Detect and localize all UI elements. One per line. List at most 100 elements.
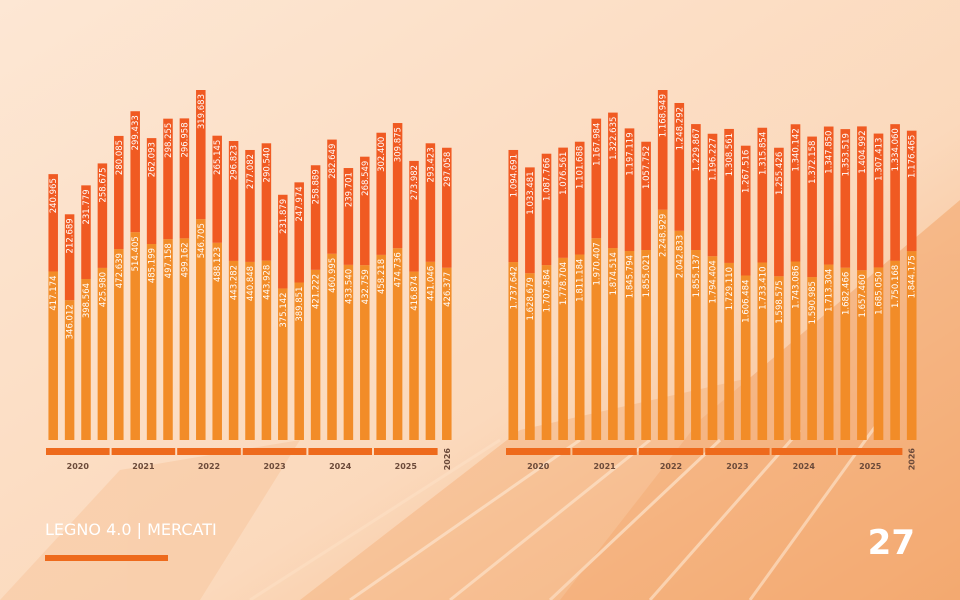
value-label: 1.733.410 (758, 266, 768, 309)
bar-segment (146, 243, 157, 440)
value-label: 1.737.642 (509, 266, 519, 309)
value-label: 1.076.561 (559, 152, 569, 195)
bar-segment (64, 214, 75, 301)
bar-segment (392, 248, 403, 440)
year-band (638, 448, 704, 455)
bar-segment (97, 163, 108, 268)
value-label: 293.423 (426, 147, 436, 182)
footer-underline (45, 555, 168, 561)
bar-segment (823, 264, 834, 440)
bar-segment (130, 232, 140, 440)
value-label: 280.085 (115, 140, 125, 175)
year-label: 2026 (908, 448, 917, 471)
year-label: 2022 (198, 462, 220, 471)
bar-segment (245, 261, 255, 440)
bar-segment (641, 141, 651, 251)
value-label: 441.046 (426, 266, 436, 301)
bar-segment (294, 282, 304, 440)
bar-segment (310, 269, 321, 440)
value-label: 309.875 (394, 127, 404, 162)
bar-segment (278, 288, 288, 440)
value-label: 443.928 (262, 265, 272, 300)
bar-segment (212, 135, 222, 243)
value-label: 443.282 (230, 265, 240, 300)
value-label: 298.255 (164, 123, 174, 158)
value-label: 426.377 (443, 272, 453, 307)
footer-title: LEGNO 4.0 | MERCATI (45, 520, 217, 539)
bar-segment (376, 254, 386, 440)
bar-segment (790, 124, 801, 262)
bar-segment (906, 251, 917, 440)
bar-segment (228, 260, 239, 440)
year-band (506, 448, 571, 455)
year-label: 2022 (660, 462, 682, 471)
value-label: 1.404.992 (858, 130, 868, 173)
value-label: 296.823 (230, 145, 240, 180)
bar-segment (774, 147, 784, 277)
value-label: 485.199 (148, 248, 158, 283)
value-label: 273.982 (410, 165, 420, 200)
bar-segment (245, 149, 255, 262)
bar-segment (724, 262, 734, 440)
bar-segment (392, 123, 403, 249)
year-label: 2024 (329, 462, 352, 471)
value-label: 1.811.184 (576, 259, 586, 302)
value-label: 1.315.854 (758, 132, 768, 175)
value-label: 1.855.137 (692, 254, 702, 297)
value-label: 421.222 (312, 274, 322, 309)
bar-segment (624, 128, 635, 251)
bar-segment (196, 90, 206, 220)
bar-segment (64, 300, 75, 440)
value-label: 2.248.929 (659, 214, 669, 257)
value-label: 1.229.867 (692, 128, 702, 171)
bar-segment (343, 168, 354, 265)
bar-segment (179, 238, 190, 440)
bar-segment (674, 102, 685, 231)
chart-left: 417.174 240.965 346.012 212.689 398.564 231.7… (46, 90, 453, 471)
bar-segment (278, 194, 288, 289)
bar-segment (840, 267, 851, 440)
bar-segment (48, 174, 58, 272)
bar-segment (757, 262, 768, 440)
bar-segment (890, 124, 900, 261)
value-label: 1.682.466 (841, 272, 851, 315)
bar-segment (823, 126, 834, 265)
bar-segment (228, 141, 239, 261)
value-label: 514.405 (131, 236, 141, 271)
bar-segment (130, 111, 140, 233)
year-band (242, 448, 307, 455)
bar-segment (343, 264, 354, 440)
year-label: 2025 (859, 462, 882, 471)
value-label: 240.965 (49, 178, 59, 213)
value-label: 440.848 (246, 266, 256, 301)
bar-segment (212, 242, 222, 440)
value-label: 231.779 (82, 189, 92, 224)
bar-segment (574, 141, 585, 255)
value-label: 1.168.949 (659, 94, 669, 137)
bar-segment (327, 139, 337, 254)
value-label: 231.879 (279, 199, 289, 234)
bar-segment (425, 261, 436, 440)
bar-segment (608, 112, 618, 249)
bar-segment (525, 273, 535, 440)
bar-segment (873, 267, 884, 440)
bar-segment (840, 129, 851, 268)
bar-segment (574, 254, 585, 440)
bar-segment (857, 270, 867, 440)
year-band (771, 448, 836, 455)
value-label: 1.353.519 (841, 133, 851, 176)
value-label: 1.794.404 (709, 260, 719, 303)
value-label: 1.590.985 (808, 281, 818, 324)
value-label: 1.778.704 (559, 262, 569, 305)
bar-segment (558, 257, 568, 440)
value-label: 389.851 (295, 287, 305, 322)
value-label: 265.145 (213, 140, 223, 175)
value-label: 1.970.407 (592, 242, 602, 285)
bar-segment (114, 249, 124, 440)
bar-segment (807, 136, 817, 278)
value-label: 1.322.635 (609, 117, 619, 160)
year-band (177, 448, 241, 455)
bar-segment (146, 138, 157, 244)
value-label: 488.123 (213, 247, 223, 282)
value-label: 268.549 (361, 161, 371, 196)
